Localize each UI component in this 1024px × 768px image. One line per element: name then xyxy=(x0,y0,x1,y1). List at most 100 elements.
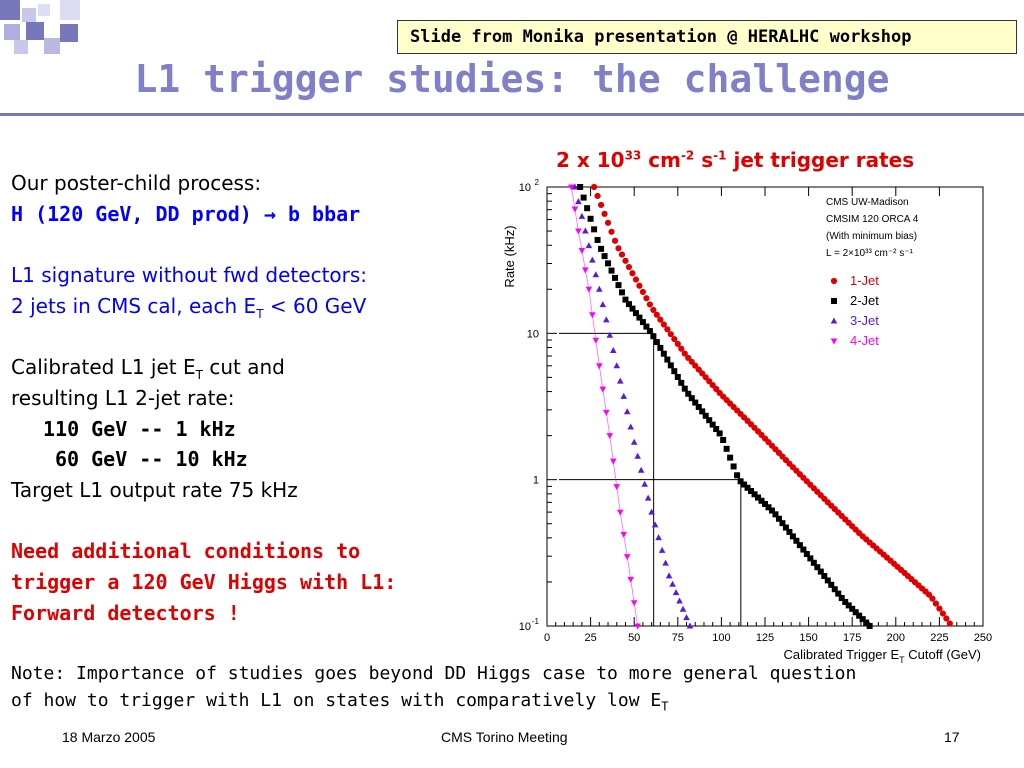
footer-date: 18 Marzo 2005 xyxy=(62,729,156,745)
data-point-2-jet xyxy=(699,408,706,415)
data-point-2-jet xyxy=(584,205,591,212)
data-point-3-jet xyxy=(599,301,607,308)
data-point-4-jet xyxy=(602,409,610,416)
data-point-2-jet xyxy=(845,602,852,609)
data-point-2-jet xyxy=(859,616,866,623)
title-divider xyxy=(0,113,1024,116)
data-point-2-jet xyxy=(636,314,643,321)
data-point-2-jet xyxy=(737,478,744,485)
data-point-1-jet xyxy=(594,192,601,200)
data-point-2-jet xyxy=(622,296,629,303)
process-line: H (120 GeV, DD prod) → b bbar xyxy=(11,201,361,226)
data-point-2-jet xyxy=(866,623,873,629)
note-text: Note: Importance of studies goes beyond … xyxy=(11,660,911,714)
y-tick-label: 10 xyxy=(519,621,531,633)
data-point-4-jet xyxy=(634,623,641,630)
data-point-3-jet xyxy=(669,580,676,587)
data-point-3-jet xyxy=(637,466,645,473)
data-point-4-jet xyxy=(571,206,579,213)
x-tick-label: 200 xyxy=(887,632,905,644)
data-point-4-jet xyxy=(589,312,596,319)
data-point-2-jet xyxy=(685,390,692,397)
x-tick-label: 25 xyxy=(584,632,596,644)
decor-square xyxy=(44,38,60,54)
data-point-2-jet xyxy=(849,605,856,612)
legend-label: 3-Jet xyxy=(850,313,879,328)
legend-label: 4-Jet xyxy=(850,333,879,348)
data-point-2-jet xyxy=(615,282,622,289)
data-point-4-jet xyxy=(568,184,575,191)
data-point-3-jet xyxy=(655,534,662,541)
data-point-4-jet xyxy=(620,531,628,538)
data-point-1-jet xyxy=(608,228,615,235)
y-tick-label: 1 xyxy=(533,475,539,487)
data-point-2-jet xyxy=(681,385,688,392)
data-point-4-jet xyxy=(575,228,582,235)
data-point-1-jet xyxy=(625,263,633,271)
data-point-2-jet xyxy=(653,339,660,346)
data-point-2-jet xyxy=(831,586,838,593)
data-point-2-jet xyxy=(674,374,681,381)
data-point-2-jet xyxy=(775,515,782,522)
data-point-1-jet xyxy=(932,600,940,607)
slide-title: L1 trigger studies: the challenge xyxy=(134,57,890,101)
data-point-1-jet xyxy=(681,350,688,357)
data-point-1-jet xyxy=(671,335,678,343)
data-point-1-jet xyxy=(929,595,936,602)
data-point-2-jet xyxy=(814,564,821,571)
data-point-2-jet xyxy=(664,356,671,363)
x-tick-label: 50 xyxy=(628,632,640,644)
x-tick-label: 100 xyxy=(712,632,730,644)
data-point-2-jet xyxy=(629,305,636,312)
data-point-1-jet xyxy=(657,316,664,323)
legend-info-text: L = 2×10³³ cm⁻² s⁻¹ xyxy=(826,248,914,259)
data-point-4-jet xyxy=(606,433,614,440)
data-point-3-jet xyxy=(630,438,638,445)
data-point-1-jet xyxy=(653,311,660,318)
data-point-2-jet xyxy=(779,520,786,527)
data-point-3-jet xyxy=(592,271,600,278)
decor-square xyxy=(4,24,20,40)
data-point-2-jet xyxy=(678,379,685,386)
data-point-3-jet xyxy=(651,521,659,528)
legend-label: 1-Jet xyxy=(850,273,879,288)
data-point-3-jet xyxy=(609,346,617,353)
y-tick-label: 10 xyxy=(527,328,539,340)
data-point-3-jet xyxy=(578,212,586,219)
decor-square xyxy=(60,0,80,20)
data-point-1-jet xyxy=(590,183,598,191)
data-point-3-jet xyxy=(613,362,621,369)
data-point-2-jet xyxy=(768,507,775,514)
footer-meeting: CMS Torino Meeting xyxy=(441,729,568,745)
y-tick-label: 10 xyxy=(519,182,531,194)
data-point-3-jet xyxy=(672,589,680,596)
data-point-3-jet xyxy=(582,227,589,234)
data-point-2-jet xyxy=(594,236,601,243)
x-tick-label: 250 xyxy=(974,632,992,644)
signature-line: L1 signature without fwd detectors: xyxy=(11,263,368,288)
data-point-2-jet xyxy=(688,395,695,402)
data-point-2-jet xyxy=(671,368,678,375)
decor-square xyxy=(22,8,36,22)
data-point-2-jet xyxy=(748,488,755,495)
data-point-1-jet xyxy=(667,331,674,338)
data-point-2-jet xyxy=(842,598,849,605)
data-point-2-jet xyxy=(762,501,768,508)
data-point-1-jet xyxy=(946,620,953,627)
data-point-2-jet xyxy=(713,426,720,433)
data-point-2-jet xyxy=(643,323,650,330)
data-point-2-jet xyxy=(702,412,709,419)
data-point-3-jet xyxy=(620,392,628,399)
data-point-4-jet xyxy=(592,337,600,344)
legend-marker-2-jet xyxy=(831,298,837,304)
data-point-2-jet xyxy=(796,542,803,549)
data-point-2-jet xyxy=(772,511,779,518)
data-point-2-jet xyxy=(793,537,800,544)
data-point-4-jet xyxy=(613,484,621,491)
decor-square xyxy=(38,4,50,16)
data-point-1-jet xyxy=(629,270,636,277)
signature-detail: 2 jets in CMS cal, each ET < 60 GeV xyxy=(11,293,367,321)
data-point-2-jet xyxy=(587,215,594,222)
data-point-2-jet xyxy=(727,454,734,461)
